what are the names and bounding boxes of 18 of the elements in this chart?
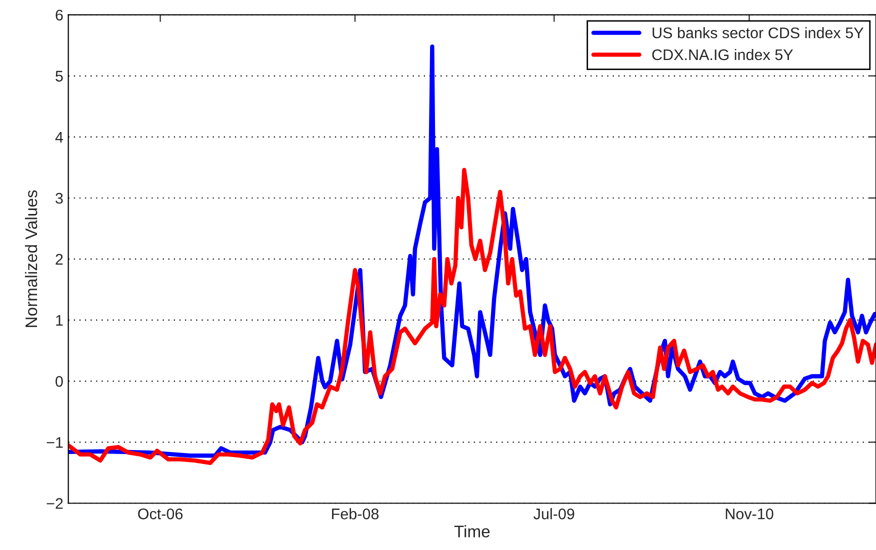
y-tick-label: 5 bbox=[56, 70, 63, 82]
y-tick-label: −1 bbox=[46, 437, 63, 448]
x-axis-title: Time bbox=[454, 525, 490, 538]
y-tick-label: 3 bbox=[56, 192, 63, 204]
legend-label: CDX.NA.IG index 5Y bbox=[652, 48, 793, 60]
y-axis-title: Normalized Values bbox=[24, 190, 38, 328]
x-tick-label: Jul-09 bbox=[534, 508, 574, 520]
y-tick-label: 0 bbox=[56, 376, 63, 387]
y-tick-label: −2 bbox=[46, 498, 63, 509]
x-tick-label: Oct-06 bbox=[138, 508, 183, 520]
x-tick-label: Nov-10 bbox=[726, 508, 774, 520]
y-tick-label: 6 bbox=[56, 10, 63, 21]
y-tick-label: 2 bbox=[56, 254, 63, 265]
y-tick-label: 4 bbox=[55, 132, 64, 142]
legend-label: US banks sector CDS index 5Y bbox=[652, 27, 864, 38]
y-tick-label: 1 bbox=[56, 315, 63, 326]
x-tick-label: Feb-08 bbox=[332, 508, 379, 520]
line-series bbox=[68, 168, 876, 466]
